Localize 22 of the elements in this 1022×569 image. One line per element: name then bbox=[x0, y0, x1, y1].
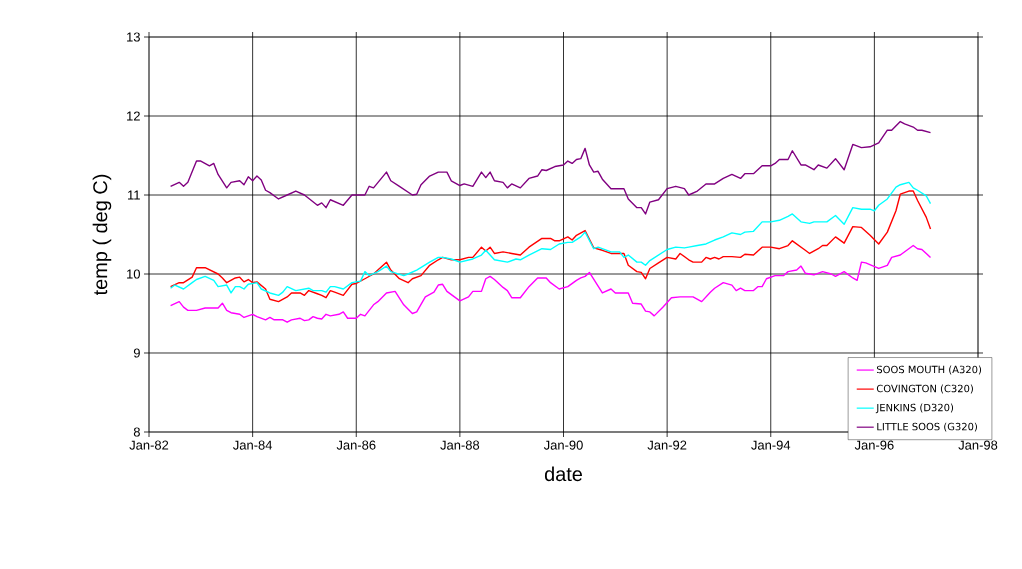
y-axis-title: temp ( deg C) bbox=[92, 174, 112, 296]
x-tick-label: Jan-98 bbox=[958, 440, 998, 450]
y-tick-label: 12 bbox=[127, 111, 140, 121]
x-tick-label: Jan-88 bbox=[440, 440, 480, 450]
x-tick-label: Jan-86 bbox=[336, 440, 376, 450]
x-tick-label: Jan-96 bbox=[854, 440, 894, 450]
x-tick-label: Jan-84 bbox=[233, 440, 273, 450]
x-tick-label: Jan-92 bbox=[647, 440, 687, 450]
x-tick-label: Jan-94 bbox=[751, 440, 791, 450]
legend-label: COVINGTON (C320) bbox=[876, 384, 973, 394]
y-tick-label: 11 bbox=[128, 190, 140, 200]
y-tick-label: 8 bbox=[133, 427, 140, 437]
legend-label: SOOS MOUTH (A320) bbox=[876, 365, 982, 375]
line-series bbox=[169, 120, 932, 215]
x-tick-label: Jan-90 bbox=[543, 440, 583, 450]
legend-label: LITTLE SOOS (G320) bbox=[877, 422, 977, 432]
y-tick-label: 13 bbox=[127, 32, 140, 42]
y-tick-label: 10 bbox=[127, 269, 140, 279]
y-tick-label: 9 bbox=[133, 348, 140, 358]
x-axis-title: date bbox=[544, 466, 582, 482]
x-tick-label: Jan-82 bbox=[129, 440, 169, 450]
legend-label: JENKINS (D320) bbox=[875, 403, 954, 414]
